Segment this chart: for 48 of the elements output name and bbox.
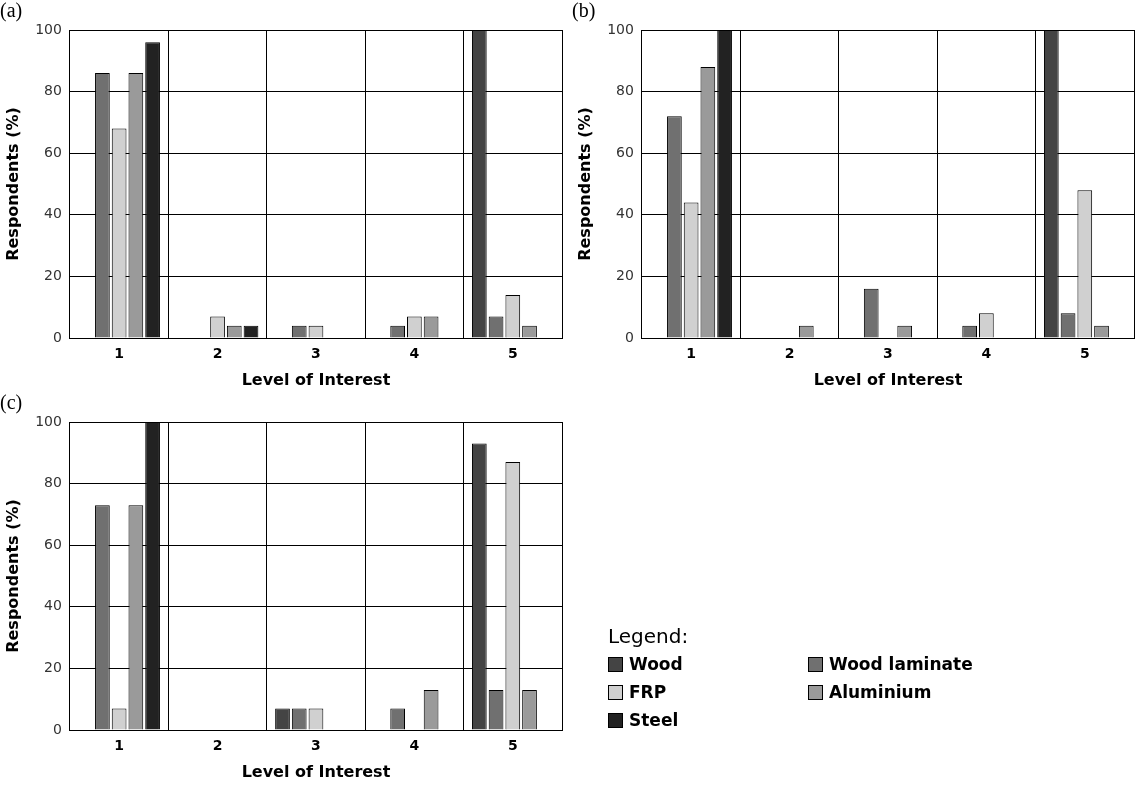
chart-title: (b) — [572, 0, 596, 23]
y-tick-label: 40 — [616, 205, 634, 222]
y-tick-label: 80 — [616, 82, 634, 99]
chart-title: (c) — [0, 391, 23, 415]
chart-title: (a) — [0, 0, 23, 23]
legend-label: FRP — [629, 682, 667, 702]
y-tick-label: 60 — [44, 143, 62, 160]
x-tick-label: 4 — [981, 345, 992, 362]
x-tick-label: 1 — [114, 737, 124, 754]
legend-label: Wood laminate — [829, 654, 973, 674]
y-axis-title: Respondents (%) — [574, 107, 594, 261]
y-tick-label: 0 — [625, 328, 634, 345]
y-axis-title: Respondents (%) — [2, 499, 22, 653]
x-tick-label: 3 — [883, 345, 893, 362]
x-tick-label: 5 — [1079, 345, 1090, 362]
x-tick-label: 5 — [507, 345, 518, 362]
x-tick-label: 1 — [114, 345, 124, 362]
y-axis-title: Respondents (%) — [2, 107, 22, 261]
y-tick-label: 60 — [616, 143, 634, 160]
x-axis-title: Level of Interest — [241, 369, 391, 389]
x-tick-label: 4 — [409, 345, 420, 362]
y-tick-label: 100 — [35, 20, 62, 37]
x-tick-label: 5 — [507, 737, 518, 754]
x-tick-label: 2 — [212, 345, 223, 362]
x-tick-label: 2 — [212, 737, 223, 754]
y-tick-label: 80 — [44, 82, 62, 99]
y-tick-label: 0 — [53, 328, 62, 345]
y-tick-label: 0 — [53, 720, 62, 737]
x-axis-title: Level of Interest — [241, 761, 391, 781]
legend-label: Wood — [629, 654, 683, 674]
x-tick-label: 3 — [311, 345, 321, 362]
x-tick-label: 2 — [784, 345, 795, 362]
y-tick-label: 40 — [44, 205, 62, 222]
y-tick-label: 80 — [44, 474, 62, 491]
y-tick-label: 100 — [35, 412, 62, 429]
y-tick-label: 100 — [607, 20, 634, 37]
legend-label: Steel — [629, 710, 679, 730]
y-tick-label: 60 — [44, 535, 62, 552]
y-tick-label: 40 — [44, 597, 62, 614]
legend-label: Aluminium — [829, 682, 932, 702]
x-tick-label: 1 — [686, 345, 696, 362]
y-tick-label: 20 — [616, 267, 634, 284]
legend-title: Legend: — [608, 624, 690, 648]
y-tick-label: 20 — [44, 267, 62, 284]
x-tick-label: 3 — [311, 737, 321, 754]
x-tick-label: 4 — [409, 737, 420, 754]
y-tick-label: 20 — [44, 659, 62, 676]
x-axis-title: Level of Interest — [813, 369, 963, 389]
